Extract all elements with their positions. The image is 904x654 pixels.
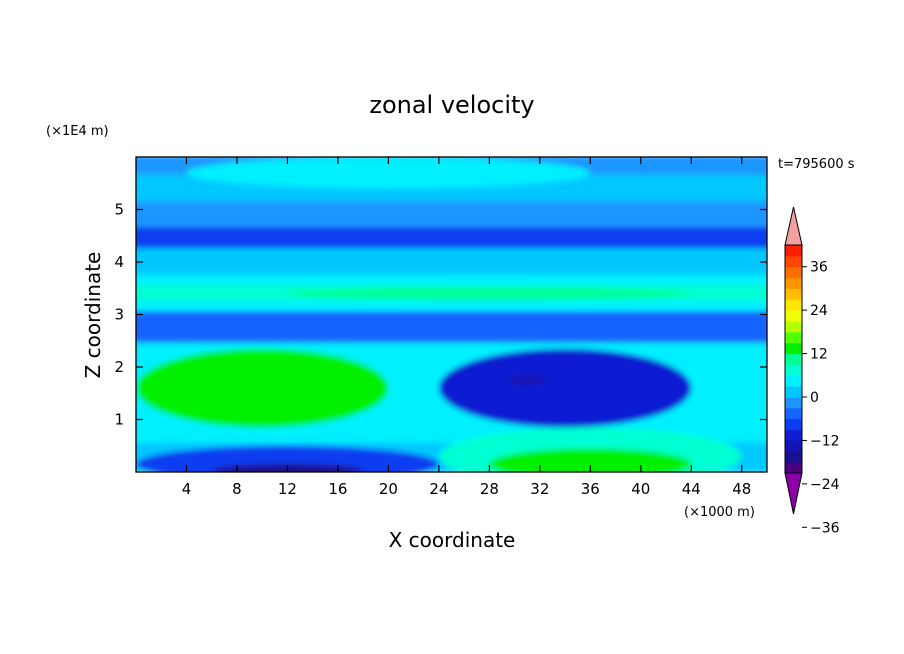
colorbar-segment bbox=[785, 266, 802, 279]
mid-warm-streak bbox=[287, 287, 692, 300]
colorbar-tick-label: 0 bbox=[810, 390, 819, 406]
x-tick-label: 4 bbox=[182, 480, 192, 498]
x-tick-label: 48 bbox=[732, 480, 751, 498]
y-tick-label: 2 bbox=[114, 358, 124, 376]
bottom-left-cool bbox=[136, 445, 439, 472]
x-tick-label: 44 bbox=[682, 480, 701, 498]
right-cool-blob bbox=[438, 348, 692, 428]
colorbar-segment bbox=[785, 364, 802, 376]
colorbar-segment bbox=[785, 331, 802, 344]
colorbar-segment bbox=[785, 407, 802, 420]
colorbar-segment bbox=[785, 440, 802, 452]
colorbar: 36 24 12 0 −12 −24 −36 bbox=[784, 206, 840, 536]
right-cool-core bbox=[508, 374, 547, 386]
y-unit-label: (×1E4 m) bbox=[46, 124, 109, 139]
colorbar-segment bbox=[785, 277, 802, 289]
colorbar-tick-label: −24 bbox=[810, 477, 840, 493]
upper-left-warm-blob bbox=[136, 348, 389, 428]
x-tick-label: 8 bbox=[232, 480, 242, 498]
y-tick-label: 5 bbox=[114, 201, 124, 219]
x-tick-label: 32 bbox=[530, 480, 549, 498]
y-axis-label: Z coordinate bbox=[81, 252, 105, 379]
colorbar-tick-label: −12 bbox=[810, 433, 840, 449]
colorbar-segment bbox=[785, 397, 802, 409]
time-label: t=795600 s bbox=[778, 157, 855, 172]
y-tick-label: 1 bbox=[114, 411, 124, 429]
colorbar-segment bbox=[785, 288, 802, 300]
y-tick-label: 3 bbox=[114, 306, 124, 324]
colorbar-tick-label: 12 bbox=[810, 347, 828, 363]
x-tick-label: 36 bbox=[581, 480, 600, 498]
colorbar-segment bbox=[785, 255, 802, 268]
x-tick-label: 24 bbox=[429, 480, 448, 498]
colorbar-segment bbox=[785, 418, 802, 431]
contour-band-9 bbox=[136, 244, 767, 275]
colorbar-segment bbox=[785, 342, 802, 355]
colorbar-tick-label: −36 bbox=[810, 520, 840, 536]
contour-field bbox=[136, 157, 767, 472]
x-axis-label: X coordinate bbox=[389, 528, 516, 552]
colorbar-under-triangle bbox=[784, 472, 803, 515]
x-unit-label: (×1000 m) bbox=[684, 505, 755, 520]
colorbar-segment bbox=[785, 386, 802, 398]
colorbar-segment bbox=[785, 299, 802, 311]
colorbar-segment bbox=[785, 429, 802, 441]
colorbar-segment bbox=[785, 310, 802, 322]
colorbar-segment bbox=[785, 353, 802, 365]
colorbar-over-triangle bbox=[784, 206, 803, 246]
colorbar-segment bbox=[785, 462, 802, 474]
colorbar-segment bbox=[785, 321, 802, 333]
contour-band-5 bbox=[136, 307, 767, 343]
colorbar-segment bbox=[785, 375, 802, 387]
top-green-lobe bbox=[186, 157, 591, 189]
x-tick-label: 16 bbox=[328, 480, 347, 498]
contour-band-11 bbox=[136, 197, 767, 228]
x-tick-label: 28 bbox=[480, 480, 499, 498]
x-tick-label: 40 bbox=[631, 480, 650, 498]
y-tick-label: 4 bbox=[114, 253, 124, 271]
colorbar-tick-label: 24 bbox=[810, 303, 828, 319]
bottom-right-warm-core bbox=[489, 448, 692, 472]
contour-band-10 bbox=[136, 223, 767, 249]
x-tick-label: 12 bbox=[278, 480, 297, 498]
colorbar-frame bbox=[784, 244, 803, 474]
colorbar-segment bbox=[785, 451, 802, 463]
colorbar-tick-label: 36 bbox=[810, 260, 828, 276]
colorbar-segment bbox=[785, 245, 802, 257]
x-tick-label: 20 bbox=[379, 480, 398, 498]
chart-title: zonal velocity bbox=[369, 91, 534, 119]
